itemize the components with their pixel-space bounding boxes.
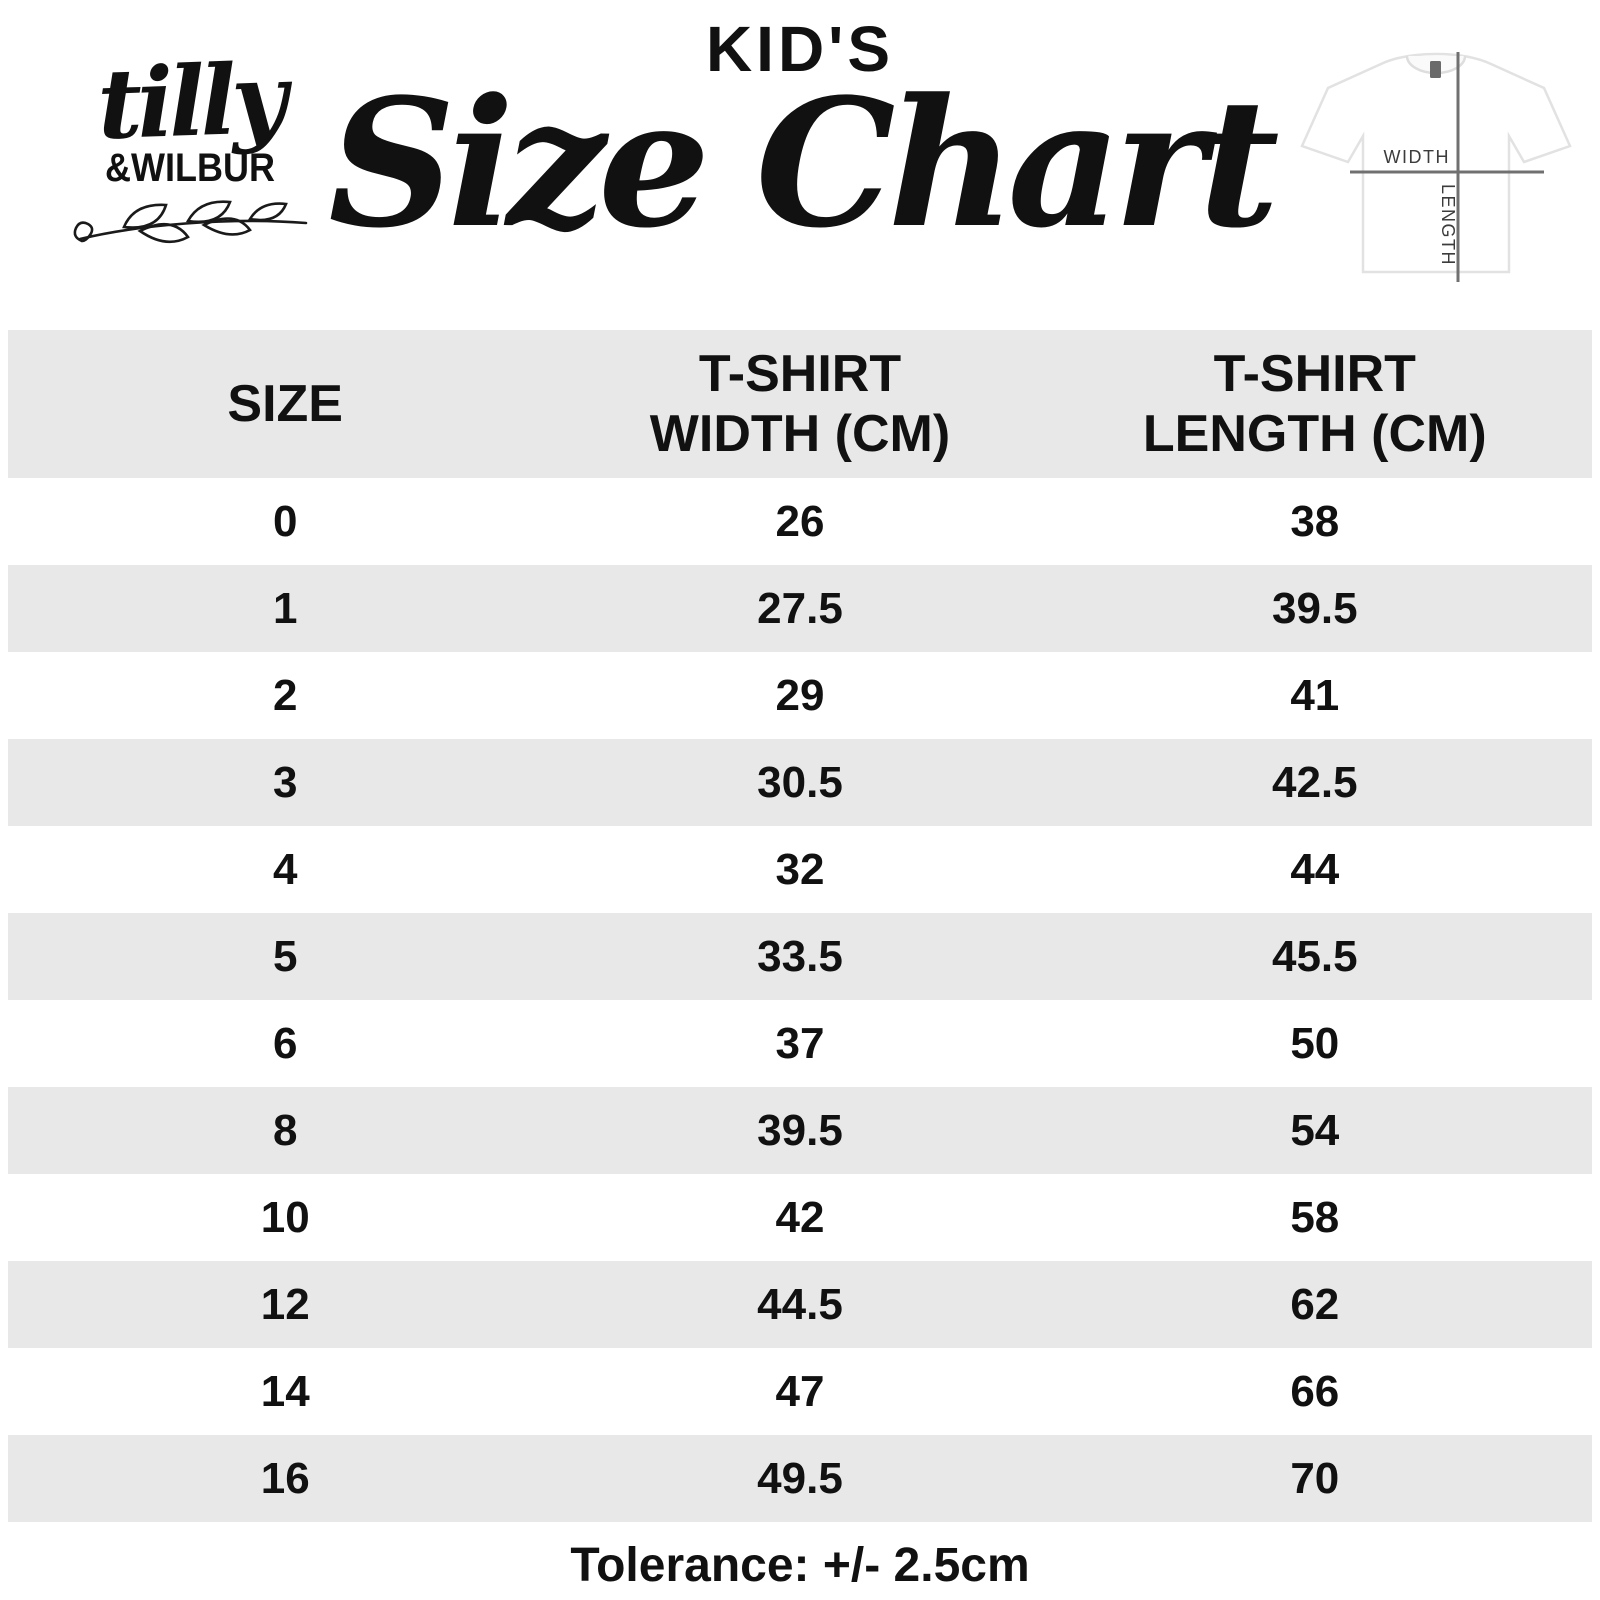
cell-length: 54 (1290, 1105, 1340, 1155)
cell-width: 39.5 (757, 1105, 843, 1155)
table-row: 8 39.5 54 (8, 1087, 1592, 1174)
cell-length: 66 (1290, 1366, 1340, 1416)
cell-size: 3 (272, 757, 298, 807)
cell-width: 26 (775, 496, 825, 546)
table-row: 14 47 66 (8, 1348, 1592, 1435)
cell-width: 27.5 (757, 583, 843, 633)
brand-name-caps: &WILBUR (105, 146, 275, 191)
cell-length: 41 (1290, 670, 1340, 720)
cell-width: 47 (775, 1366, 825, 1416)
table-row: 4 32 44 (8, 826, 1592, 913)
brand-name-script: tilly (95, 41, 285, 162)
table-row: 10 42 58 (8, 1174, 1592, 1261)
cell-size: 12 (260, 1279, 310, 1329)
cell-width: 33.5 (757, 931, 843, 981)
header-length-line2: LENGTH (CM) (1142, 405, 1487, 463)
page-kicker: KID'S (705, 13, 895, 85)
cell-length: 44 (1290, 844, 1340, 894)
table-row: 5 33.5 45.5 (8, 913, 1592, 1000)
size-chart-table: SIZE T-SHIRT WIDTH (CM) T-SHIRT LENGTH (… (8, 330, 1592, 1522)
table-row: 2 29 41 (8, 652, 1592, 739)
cell-size: 16 (260, 1453, 310, 1503)
table-row: 6 37 50 (8, 1000, 1592, 1087)
cell-size: 5 (272, 931, 298, 981)
table-row: 0 26 38 (8, 478, 1592, 565)
cell-width: 37 (775, 1018, 825, 1068)
cell-width: 42 (775, 1192, 825, 1242)
cell-size: 4 (272, 844, 298, 894)
cell-size: 14 (260, 1366, 310, 1416)
tolerance-note: Tolerance: +/- 2.5cm (570, 1539, 1030, 1592)
cell-length: 62 (1290, 1279, 1340, 1329)
header-width-line1: T-SHIRT (698, 344, 902, 403)
cell-size: 2 (272, 670, 298, 720)
table-row: 3 30.5 42.5 (8, 739, 1592, 826)
cell-size: 1 (272, 583, 298, 633)
cell-length: 50 (1290, 1018, 1340, 1068)
cell-length: 39.5 (1271, 583, 1358, 633)
length-label: LENGTH (1438, 184, 1458, 266)
cell-width: 49.5 (757, 1453, 843, 1503)
header-size-line1: SIZE (227, 374, 343, 433)
cell-length: 70 (1290, 1453, 1340, 1503)
cell-size: 0 (272, 496, 298, 546)
cell-size: 10 (260, 1192, 310, 1242)
brand-logo: tilly &WILBUR (60, 42, 320, 257)
header-width-line2: WIDTH (CM) (649, 405, 951, 463)
cell-width: 32 (775, 844, 825, 894)
page-title: Size Chart (328, 60, 1279, 267)
tshirt-body (1300, 52, 1572, 274)
cell-length: 38 (1290, 496, 1340, 546)
header-cell-size: SIZE (8, 330, 563, 478)
laurel-branch-icon (73, 200, 308, 244)
cell-size: 6 (272, 1018, 298, 1068)
cell-width: 30.5 (757, 757, 843, 807)
page-header: tilly &WILBUR KID'S Size Chart WIDTH LEN… (0, 0, 1600, 330)
tshirt-diagram-icon: WIDTH LENGTH (1300, 52, 1572, 282)
cell-width: 29 (775, 670, 825, 720)
cell-size: 8 (272, 1105, 298, 1155)
cell-length: 45.5 (1271, 931, 1358, 981)
cell-length: 58 (1290, 1192, 1340, 1242)
table-row: 12 44.5 62 (8, 1261, 1592, 1348)
cell-length: 42.5 (1271, 757, 1358, 807)
header-length-line1: T-SHIRT (1213, 344, 1416, 403)
table-header-row: SIZE T-SHIRT WIDTH (CM) T-SHIRT LENGTH (… (8, 330, 1592, 478)
header-cell-width: T-SHIRT WIDTH (CM) (562, 330, 1038, 478)
width-label: WIDTH (1384, 147, 1450, 167)
table-row: 16 49.5 70 (8, 1435, 1592, 1522)
cell-width: 44.5 (757, 1279, 843, 1329)
tshirt-neck-tag (1430, 61, 1441, 78)
table-row: 1 27.5 39.5 (8, 565, 1592, 652)
header-cell-length: T-SHIRT LENGTH (CM) (1037, 330, 1592, 478)
